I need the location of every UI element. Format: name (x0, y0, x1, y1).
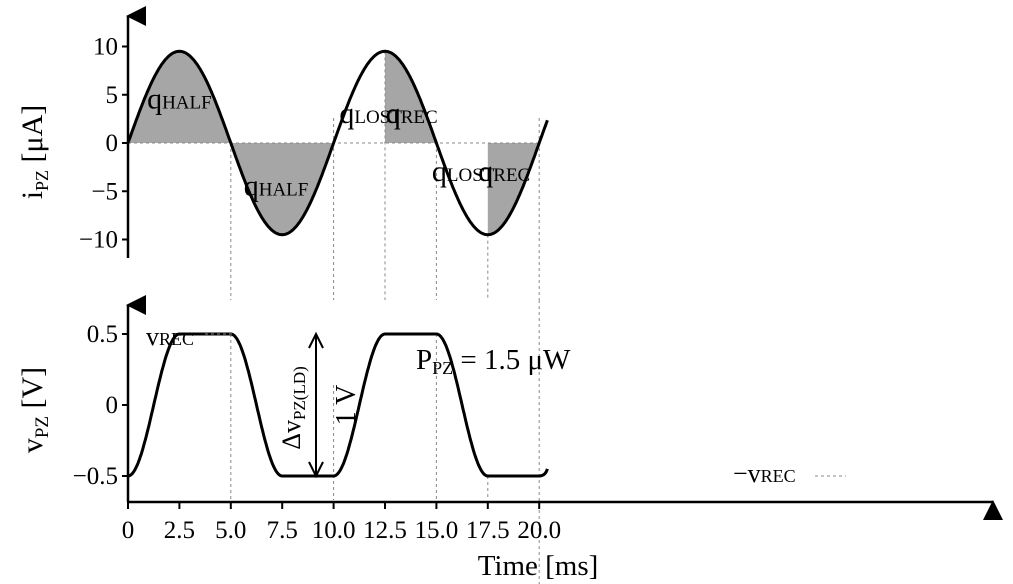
voltage-tick-label-0: 0.5 (87, 321, 118, 348)
charge-shaded-regions (128, 51, 540, 235)
current-curve (126, 49, 549, 237)
one-volt-label: 1 V (331, 385, 362, 426)
delta-v-dimension (305, 331, 327, 479)
voltage-tick-label-1: 0 (106, 392, 119, 419)
current-y-axis-label: iPZ [μA] (16, 105, 52, 200)
power-label: PPZ = 1.5 μW (416, 344, 571, 378)
time-tick-label-5: 12.5 (363, 517, 407, 544)
time-tick-label-7: 17.5 (466, 517, 510, 544)
time-tick-label-1: 2.5 (164, 517, 195, 544)
voltage-guide-lines (230, 300, 540, 584)
voltage-panel: 0.50−0.5 0 2.5 5.0 7.5 10.0 12.5 15.0 17.5 20.0 … (16, 295, 1003, 584)
voltage-curve (127, 332, 549, 478)
voltage-axes (126, 295, 1003, 520)
vrec-label: vREC (146, 322, 194, 351)
time-tick-label-0: 0 (122, 517, 135, 544)
current-tick-label-1: 5 (106, 82, 119, 109)
voltage-tick-label-2: −0.5 (73, 463, 118, 490)
time-x-axis-label: Time [ms] (478, 550, 599, 582)
charge-label-4: qLOST (432, 155, 495, 188)
shaded-region-5 (487, 143, 540, 235)
current-tick-label-3: −5 (91, 178, 118, 205)
charge-label-5: qREC (478, 155, 530, 188)
shaded-region-0 (128, 51, 231, 143)
time-tick-label-4: 10.0 (312, 517, 356, 544)
charge-label-3: qREC (386, 97, 438, 130)
shaded-region-1 (230, 143, 334, 235)
current-tick-label-4: −10 (79, 227, 118, 254)
shaded-region-3 (385, 51, 437, 143)
current-y-ticks: 10 5 0 −5 −10 (79, 34, 128, 254)
time-tick-label-3: 7.5 (267, 517, 298, 544)
voltage-y-ticks: 0.5 0 −0.5 (73, 321, 128, 490)
current-tick-label-0: 10 (93, 34, 118, 61)
time-tick-label-6: 15.0 (415, 517, 459, 544)
current-tick-label-2: 0 (106, 130, 119, 157)
time-tick-label-2: 5.0 (215, 517, 246, 544)
time-x-ticks: 0 2.5 5.0 7.5 10.0 12.5 15.0 17.5 20.0 (122, 502, 561, 544)
charge-label-1: qHALF (244, 169, 309, 202)
time-tick-label-8: 20.0 (517, 517, 561, 544)
delta-v-label: ΔvPZ(LD) (277, 366, 309, 450)
charge-label-2: qLOST (339, 97, 402, 130)
neg-vrec-label: −vREC (733, 459, 796, 488)
voltage-y-axis-label: vPZ [V] (16, 367, 53, 453)
charge-label-0: qHALF (147, 83, 212, 116)
